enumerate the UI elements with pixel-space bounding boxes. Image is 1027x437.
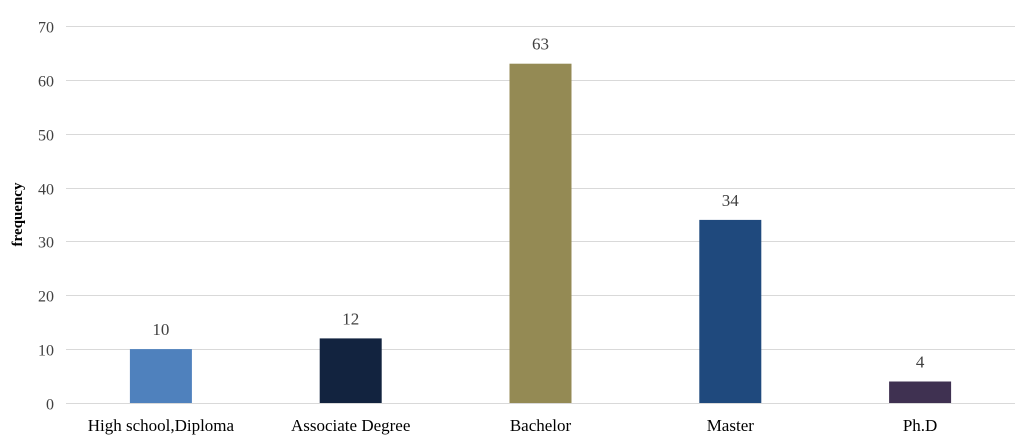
bar: [509, 63, 572, 403]
y-tick-label: 60: [38, 74, 54, 91]
x-category-label: Bachelor: [510, 416, 572, 435]
y-tick-label: 50: [38, 128, 54, 145]
bars: [129, 63, 952, 403]
data-label: 4: [916, 353, 925, 372]
y-tick-label: 30: [38, 235, 54, 252]
bar: [889, 381, 952, 403]
data-label: 12: [342, 309, 359, 328]
data-labels: 10 12 63 34 4: [152, 35, 924, 372]
x-category-label: Associate Degree: [291, 416, 410, 435]
bar: [319, 338, 382, 403]
y-tick-label: 0: [46, 397, 54, 414]
x-category-label: High school,Diploma: [88, 416, 235, 435]
data-label: 34: [722, 191, 740, 210]
x-axis-categories: High school,Diploma Associate Degree Bache…: [88, 416, 938, 435]
data-label: 63: [532, 35, 549, 54]
x-category-label: Master: [707, 416, 755, 435]
data-label: 10: [152, 320, 169, 339]
y-tick-label: 40: [38, 182, 54, 199]
bar: [129, 349, 192, 403]
y-tick-label: 10: [38, 343, 54, 360]
bar: [699, 219, 762, 403]
y-axis-ticks: 0 10 20 30 40 50 60 70: [38, 20, 54, 414]
x-category-label: Ph.D: [903, 416, 937, 435]
y-tick-label: 20: [38, 289, 54, 306]
y-tick-label: 70: [38, 20, 54, 37]
y-axis-title: frequency: [10, 182, 26, 246]
